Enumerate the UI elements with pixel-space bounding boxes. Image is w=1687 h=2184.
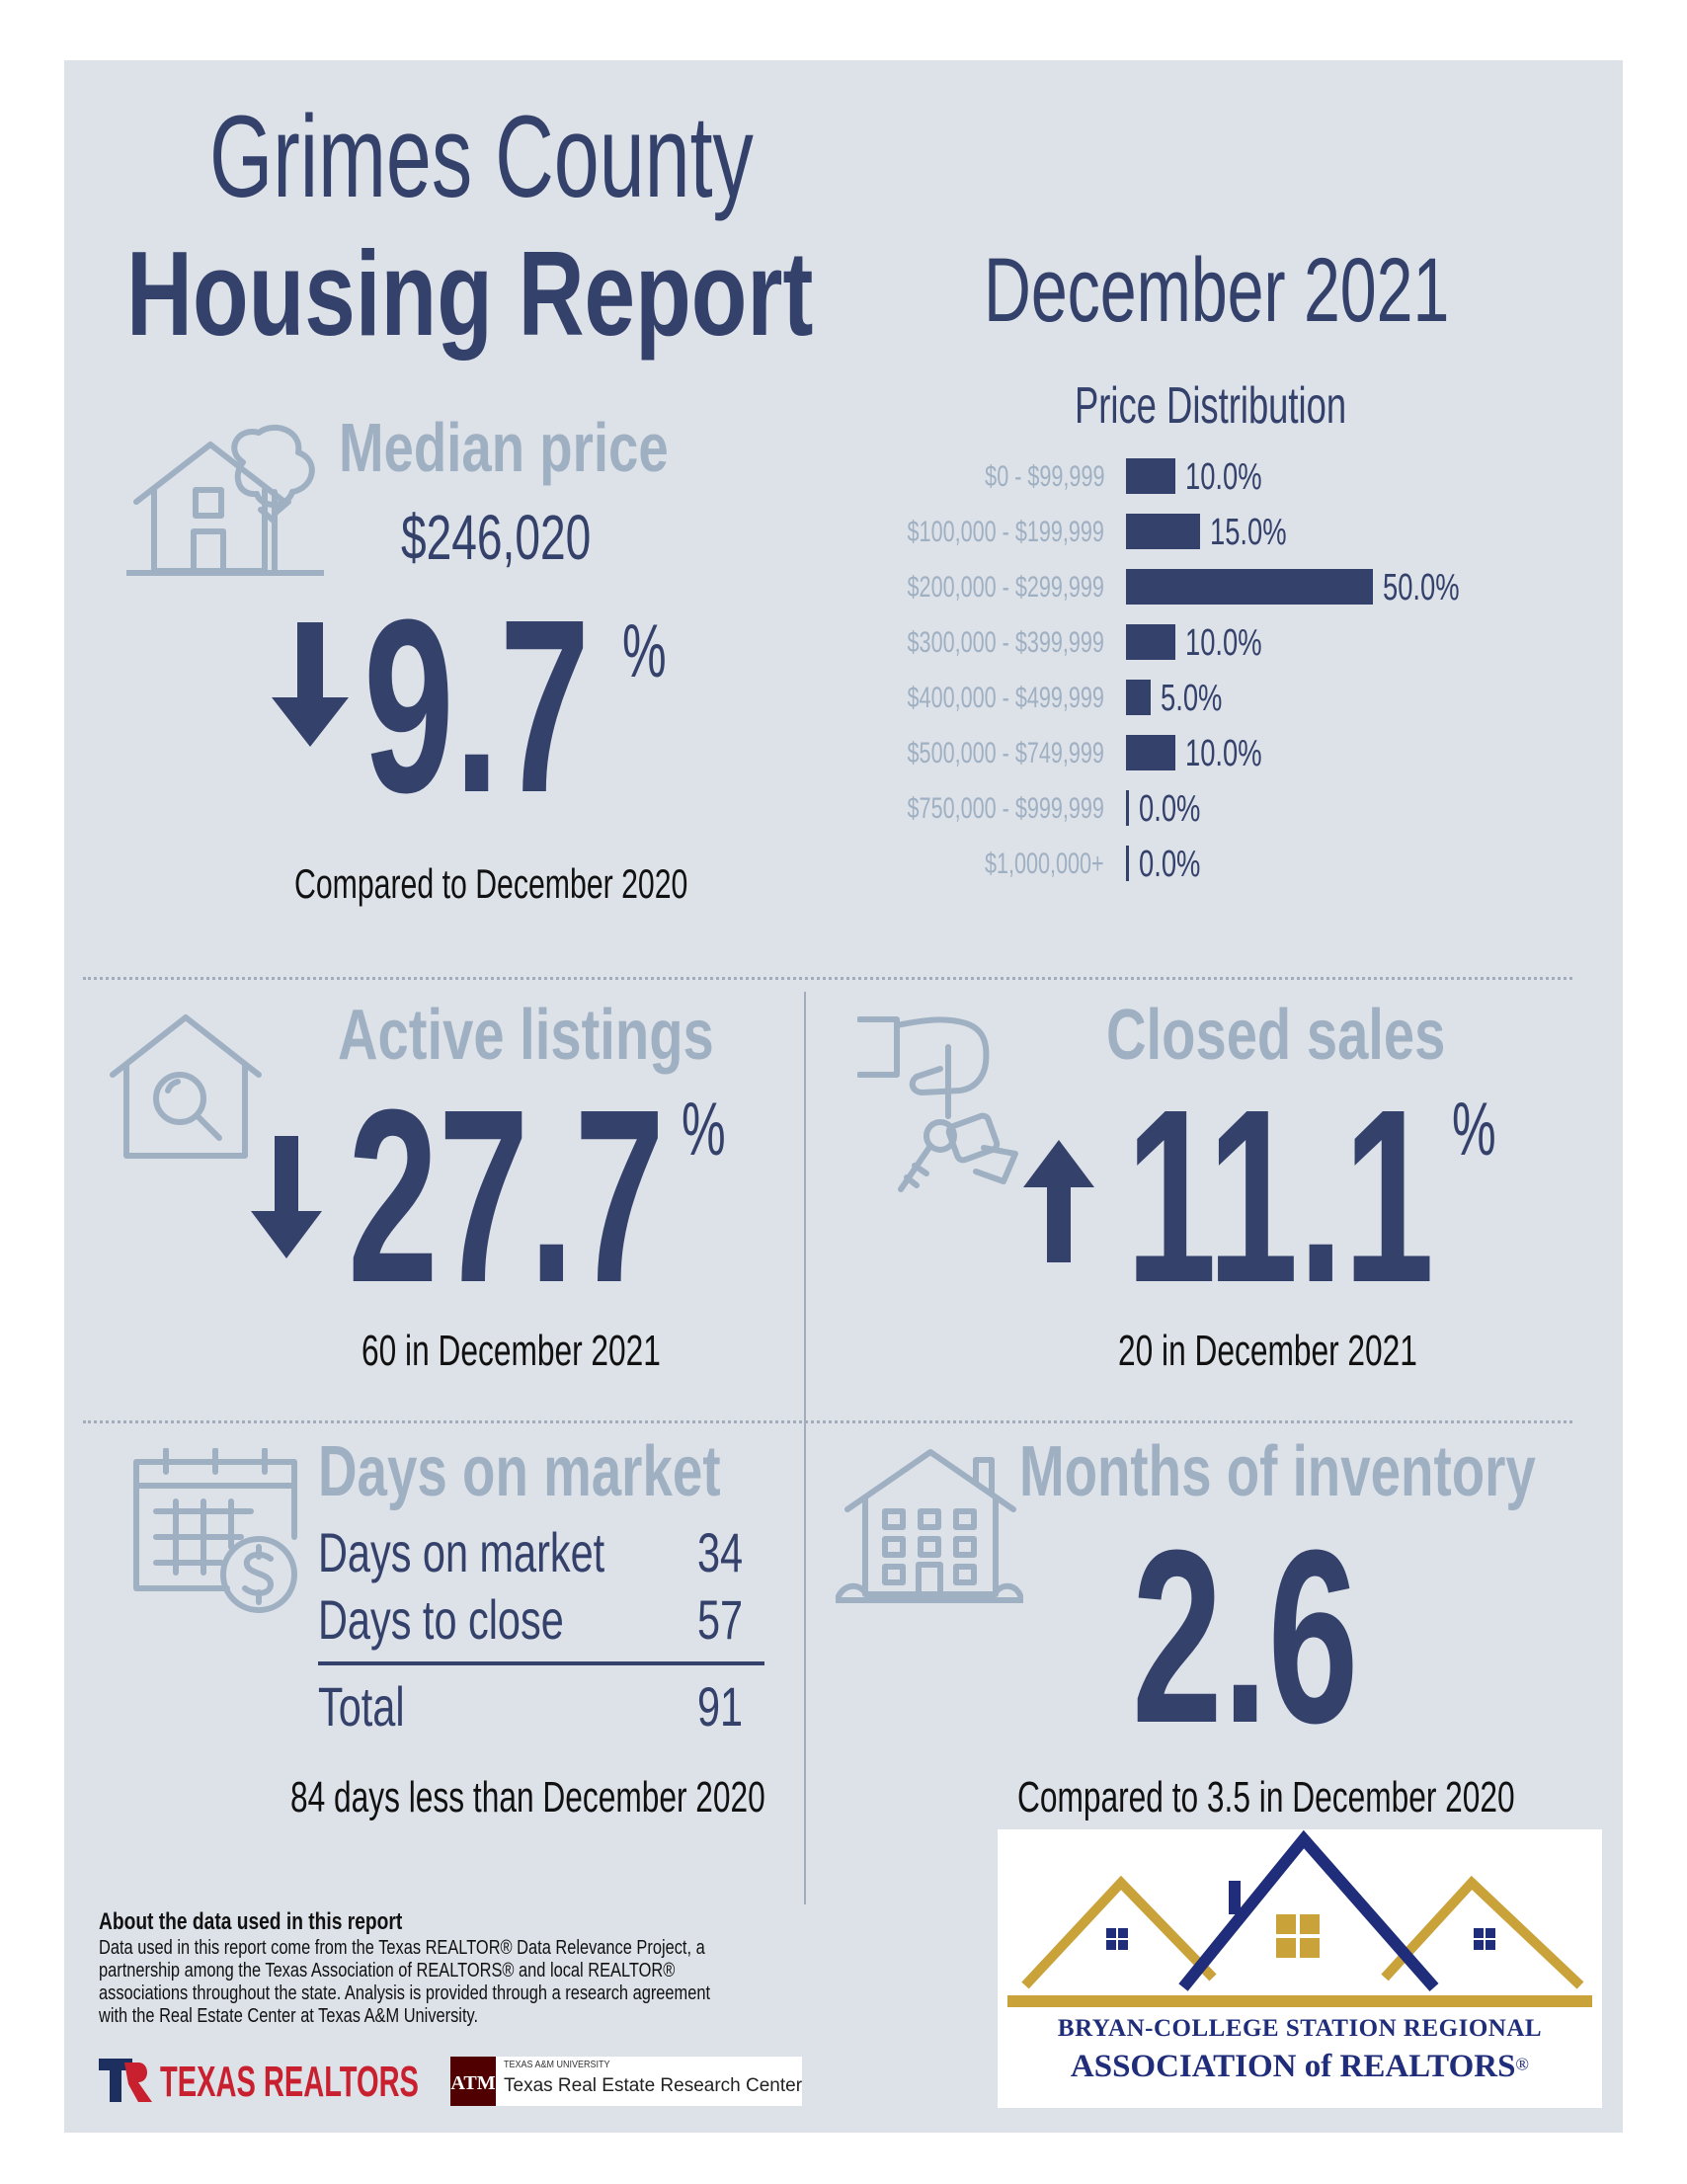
active-listings-label: Active listings xyxy=(338,996,714,1075)
about-line: partnership among the Texas Association … xyxy=(99,1960,676,1982)
median-price-comparison: Compared to December 2020 xyxy=(294,860,688,907)
total-label: Total xyxy=(318,1675,405,1738)
price-distribution-bar xyxy=(1126,624,1175,660)
closed-sales-change: 11.1 xyxy=(1126,1058,1435,1334)
about-line: with the Real Estate Center at Texas A&M… xyxy=(99,2005,479,2027)
active-listings-percent-sign: % xyxy=(682,1088,726,1172)
price-range-label: $300,000 - $399,999 xyxy=(907,626,1104,659)
price-distribution-value-label: 10.0% xyxy=(1185,622,1262,664)
price-range-label: $0 - $99,999 xyxy=(984,460,1104,493)
tamu-logo xyxy=(450,2057,802,2106)
price-distribution-bar xyxy=(1126,846,1129,881)
dom-row-label: Days on market xyxy=(318,1521,605,1583)
tamu-university-text: TEXAS A&M UNIVERSITY xyxy=(504,2060,610,2070)
bcs-association-logo xyxy=(998,1829,1602,2108)
days-on-market-comparison: 84 days less than December 2020 xyxy=(290,1773,765,1821)
price-range-label: $750,000 - $999,999 xyxy=(907,792,1104,825)
months-of-inventory-comparison: Compared to 3.5 in December 2020 xyxy=(1017,1773,1515,1821)
months-of-inventory-label: Months of inventory xyxy=(1019,1432,1536,1511)
arrow-up-icon xyxy=(1023,1140,1094,1262)
arrow-down-icon xyxy=(251,1136,322,1258)
bcs-logo-line2-wrap: ASSOCIATION of REALTORS® xyxy=(998,2049,1602,2085)
title-report: Housing Report xyxy=(126,226,814,361)
price-distribution-bar xyxy=(1126,458,1175,494)
price-distribution-value-label: 15.0% xyxy=(1210,512,1287,553)
texas-realtors-logo-mark xyxy=(99,2059,152,2102)
median-price-value: $246,020 xyxy=(401,502,592,573)
house-magnifier-icon xyxy=(109,1011,263,1160)
price-distribution-value-label: 5.0% xyxy=(1161,678,1223,719)
apartment-building-icon xyxy=(836,1446,1023,1608)
bcs-logo-line1: BRYAN-COLLEGE STATION REGIONAL xyxy=(1057,2015,1543,2042)
price-range-label: $200,000 - $299,999 xyxy=(907,571,1104,604)
bcs-logo-line2: ASSOCIATION of REALTORS xyxy=(1070,2049,1516,2084)
about-line: Data used in this report come from the T… xyxy=(99,1937,705,1959)
price-distribution-bar xyxy=(1126,790,1129,826)
price-distribution-value-label: 10.0% xyxy=(1185,733,1262,774)
price-distribution-title: Price Distribution xyxy=(1075,377,1347,435)
median-price-change: 9.7 xyxy=(363,568,591,844)
closed-sales-label: Closed sales xyxy=(1106,996,1446,1075)
price-range-label: $1,000,000+ xyxy=(985,848,1104,880)
svg-text:ATM: ATM xyxy=(450,2072,495,2094)
price-distribution-bar xyxy=(1126,569,1373,605)
arrow-down-icon xyxy=(272,622,349,747)
price-distribution-bar xyxy=(1126,514,1200,549)
days-on-market-label: Days on market xyxy=(318,1432,721,1511)
median-price-percent-sign: % xyxy=(622,609,667,693)
active-listings-change: 27.7 xyxy=(348,1058,666,1334)
divider-middle xyxy=(83,1420,1572,1423)
price-distribution-value-label: 0.0% xyxy=(1139,788,1201,830)
price-distribution-bar xyxy=(1126,735,1175,770)
report-period: December 2021 xyxy=(984,240,1450,341)
tamu-atm-icon: ATM xyxy=(450,2057,496,2106)
days-to-close-value: 57 xyxy=(697,1588,744,1651)
calendar-dollar-icon xyxy=(132,1448,302,1616)
rooftops-icon xyxy=(998,1829,1602,2007)
house-with-tree-icon xyxy=(126,423,324,581)
price-range-label: $500,000 - $749,999 xyxy=(907,737,1104,769)
closed-sales-detail: 20 in December 2021 xyxy=(1118,1327,1417,1375)
hand-with-keys-icon xyxy=(857,1013,1025,1203)
texas-realtors-logo-text: TEXAS REALTORS xyxy=(160,2058,419,2106)
closed-sales-percent-sign: % xyxy=(1452,1088,1496,1172)
about-title: About the data used in this report xyxy=(99,1908,403,1935)
price-distribution-bar xyxy=(1126,680,1151,715)
about-line: associations throughout the state. Analy… xyxy=(99,1982,711,2004)
price-range-label: $400,000 - $499,999 xyxy=(907,682,1104,714)
price-distribution-value-label: 10.0% xyxy=(1185,456,1262,498)
days-to-close-label: Days to close xyxy=(318,1588,564,1651)
title-county: Grimes County xyxy=(209,92,754,222)
divider-top xyxy=(83,977,1572,980)
divider-vertical xyxy=(804,992,806,1904)
price-range-label: $100,000 - $199,999 xyxy=(907,516,1104,548)
price-distribution-chart: $0 - $99,999 10.0% $100,000 - $199,999 15.0… xyxy=(849,456,1501,913)
price-distribution-value-label: 0.0% xyxy=(1139,844,1201,885)
active-listings-detail: 60 in December 2021 xyxy=(362,1327,661,1375)
price-distribution-value-label: 50.0% xyxy=(1383,567,1460,608)
total-rule xyxy=(318,1661,764,1665)
tamu-center-text: Texas Real Estate Research Center xyxy=(504,2075,803,2096)
report-panel xyxy=(64,60,1623,2133)
median-price-label: Median price xyxy=(339,409,669,486)
dom-row-value: 34 xyxy=(697,1521,744,1583)
registered-mark: ® xyxy=(1515,2054,1530,2074)
total-value: 91 xyxy=(697,1675,744,1738)
months-of-inventory-value: 2.6 xyxy=(1132,1498,1359,1774)
